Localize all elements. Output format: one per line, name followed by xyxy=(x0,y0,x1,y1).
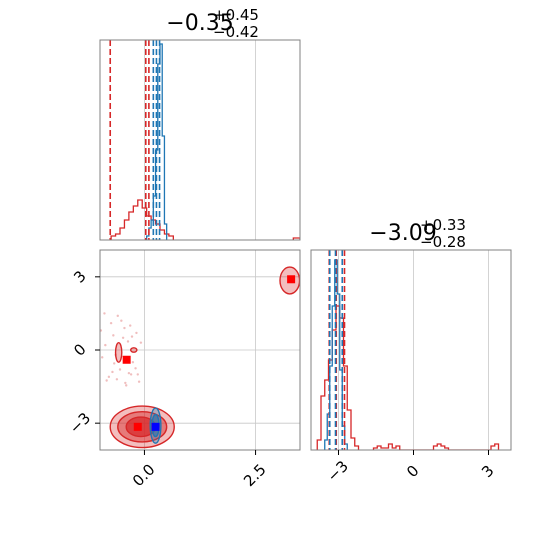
param2-xtick-label: 3 xyxy=(478,462,497,481)
joint-sample-point xyxy=(113,362,116,365)
param1-hist-red-tail xyxy=(292,237,300,240)
param1-hist-red xyxy=(110,199,174,240)
joint-panel: 0.0 2.5 −3 0 3 xyxy=(66,249,301,490)
joint-sample-point xyxy=(121,336,125,340)
joint-sample-point xyxy=(111,370,114,374)
joint-marker-red xyxy=(287,275,296,284)
joint-xaxis-ticks: 0.0 2.5 xyxy=(129,450,270,490)
param2-xtick-label: −3 xyxy=(324,457,352,485)
joint-contour-red-outer xyxy=(129,347,138,353)
param2-title-sub: −0.28 xyxy=(420,233,466,251)
joint-xtick-label: 2.5 xyxy=(240,460,270,490)
joint-xtick-label: 0.0 xyxy=(129,460,159,490)
param1-marginal-panel xyxy=(99,39,301,241)
joint-sample-point xyxy=(115,378,119,381)
param2-hist-red xyxy=(316,305,360,450)
joint-sample-point xyxy=(129,324,132,327)
joint-sample-point xyxy=(129,373,133,376)
joint-sample-point xyxy=(125,384,128,387)
joint-sample-point xyxy=(124,381,127,385)
joint-sample-point xyxy=(112,334,115,337)
joint-sample-point xyxy=(130,335,134,338)
joint-sample-point xyxy=(137,380,141,383)
param1-title-main: −0.35 xyxy=(166,11,233,36)
joint-sample-point xyxy=(109,321,113,325)
param1-marginal-border xyxy=(99,39,301,241)
joint-sample-point xyxy=(101,356,104,359)
joint-sample-point xyxy=(118,368,122,371)
joint-ytick-label: −3 xyxy=(66,409,94,437)
joint-sample-point xyxy=(139,341,143,344)
param2-marginal-border xyxy=(310,249,512,451)
param2-hist-red-tail xyxy=(372,443,500,450)
param2-title: −3.09 xyxy=(369,221,436,246)
joint-sample-point xyxy=(126,340,130,343)
joint-sample-point xyxy=(127,371,131,375)
joint-yaxis-ticks: −3 0 3 xyxy=(66,267,100,437)
joint-marker-red xyxy=(133,422,142,431)
joint-sample-point xyxy=(104,343,107,347)
param2-marginal-frame xyxy=(311,250,511,450)
param1-title-sup: +0.45 xyxy=(213,6,259,24)
param1-marginal-grid xyxy=(144,40,256,240)
param1-title: −0.35 xyxy=(166,11,233,36)
joint-marker-blue xyxy=(151,422,160,431)
joint-sample-point xyxy=(116,314,119,318)
joint-marker-red xyxy=(122,355,131,364)
param2-xtick-label: 0 xyxy=(403,462,422,481)
joint-contour-red-outer xyxy=(114,341,123,363)
joint-sample-point xyxy=(136,373,139,376)
joint-sample-point xyxy=(103,312,106,315)
param2-title-main: −3.09 xyxy=(369,221,436,246)
joint-ytick-label: 0 xyxy=(70,340,89,359)
joint-content xyxy=(100,266,300,449)
joint-sample-point xyxy=(107,375,111,379)
joint-sample-point xyxy=(120,319,123,322)
param2-marginal-content xyxy=(316,250,500,450)
param2-xaxis-ticks: −3 0 3 xyxy=(324,450,498,485)
param1-title-sub: −0.42 xyxy=(213,23,259,41)
joint-sample-point xyxy=(123,326,126,330)
joint-sample-point xyxy=(131,360,135,364)
param1-marginal-content xyxy=(109,40,300,240)
param2-marginal-panel: −3 0 3 xyxy=(310,249,512,485)
joint-sample-point xyxy=(135,331,138,335)
param2-marginal-grid xyxy=(338,250,489,450)
joint-sample-point xyxy=(105,379,108,382)
param2-title-sup: +0.33 xyxy=(420,216,466,234)
joint-sample-point xyxy=(134,367,137,370)
joint-ytick-label: 3 xyxy=(70,267,89,286)
param1-marginal-frame xyxy=(100,40,300,240)
joint-sample-point xyxy=(100,329,103,332)
